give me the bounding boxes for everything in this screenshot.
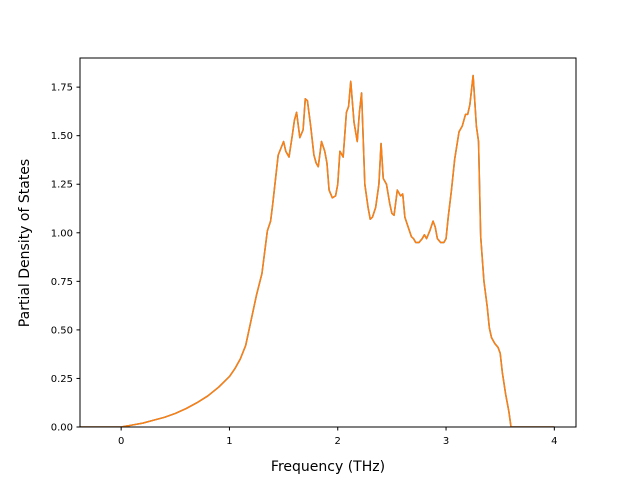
y-tick-label: 1.00	[51, 228, 73, 239]
y-tick-label: 0.25	[51, 374, 73, 385]
y-tick-label: 0.00	[51, 423, 73, 434]
x-tick-label: 1	[226, 436, 232, 447]
x-tick-label: 4	[551, 436, 557, 447]
y-axis-ticks: 0.00 0.25 0.50 0.75 1.00 1.25 1.50 1.75	[51, 83, 80, 434]
y-tick-label: 1.75	[51, 83, 73, 94]
x-axis-ticks: 0 1 2 3 4	[118, 427, 558, 447]
series-line-2	[80, 74, 555, 427]
y-axis-label: Partial Density of States	[17, 159, 33, 327]
y-tick-label: 1.25	[51, 180, 73, 191]
plot-area	[79, 57, 577, 428]
plot-background	[80, 58, 576, 427]
x-tick-label: 2	[335, 436, 341, 447]
x-tick-label: 3	[443, 436, 449, 447]
y-tick-label: 1.50	[51, 131, 73, 142]
axes-frame	[79, 57, 577, 428]
x-tick-label: 0	[118, 436, 124, 447]
x-axis-label: Frequency (THz)	[271, 459, 385, 475]
y-tick-label: 0.75	[51, 277, 73, 288]
y-tick-label: 0.50	[51, 325, 73, 336]
